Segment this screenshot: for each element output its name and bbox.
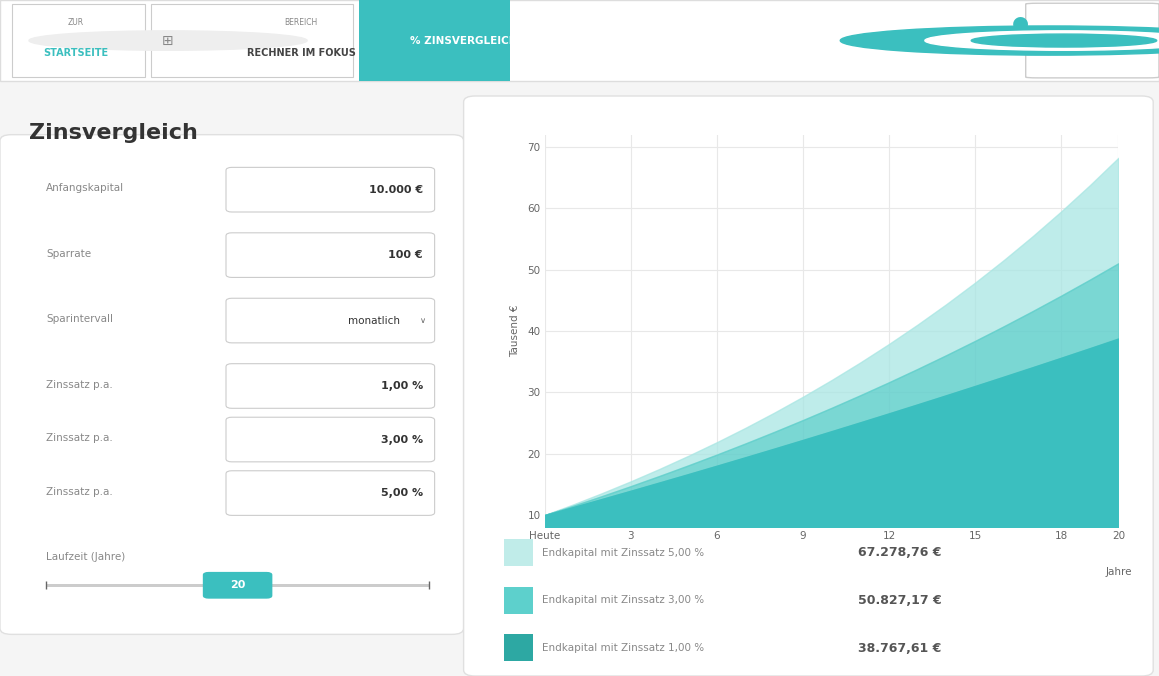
Text: ine: ine	[1120, 33, 1143, 48]
FancyBboxPatch shape	[226, 417, 435, 462]
Text: % ZINSVERGLEICH: % ZINSVERGLEICH	[410, 36, 517, 45]
FancyBboxPatch shape	[464, 96, 1153, 676]
Text: Endkapital mit Zinssatz 1,00 %: Endkapital mit Zinssatz 1,00 %	[542, 643, 705, 653]
Text: ⊞: ⊞	[162, 34, 174, 47]
Text: Laufzeit (Jahre): Laufzeit (Jahre)	[46, 552, 125, 562]
FancyBboxPatch shape	[226, 168, 435, 212]
Text: 38.767,61 €: 38.767,61 €	[858, 642, 941, 654]
Text: ine: ine	[1060, 32, 1088, 49]
Text: Endkapital mit Zinssatz 5,00 %: Endkapital mit Zinssatz 5,00 %	[542, 548, 705, 558]
FancyBboxPatch shape	[504, 634, 533, 661]
FancyBboxPatch shape	[226, 364, 435, 408]
Text: 100 €: 100 €	[388, 250, 423, 260]
FancyBboxPatch shape	[12, 4, 145, 77]
FancyBboxPatch shape	[226, 298, 435, 343]
Text: risk: risk	[1072, 33, 1100, 48]
Text: 20: 20	[229, 580, 246, 590]
Text: risk: risk	[1028, 32, 1060, 49]
Text: Endkapital mit Zinssatz 3,00 %: Endkapital mit Zinssatz 3,00 %	[542, 596, 705, 606]
Text: Zinssatz p.a.: Zinssatz p.a.	[46, 433, 114, 443]
Text: monatlich: monatlich	[348, 316, 400, 326]
FancyBboxPatch shape	[46, 584, 429, 587]
Text: BEREICH: BEREICH	[285, 18, 318, 27]
FancyBboxPatch shape	[504, 539, 533, 566]
Circle shape	[971, 34, 1157, 47]
FancyBboxPatch shape	[0, 135, 464, 634]
Circle shape	[29, 31, 307, 50]
Text: Sparintervall: Sparintervall	[46, 314, 114, 324]
Circle shape	[840, 26, 1159, 55]
Text: ●: ●	[1012, 14, 1028, 32]
Text: ∨: ∨	[420, 316, 427, 325]
Text: 1,00 %: 1,00 %	[381, 381, 423, 391]
Text: 3,00 %: 3,00 %	[381, 435, 423, 445]
FancyBboxPatch shape	[504, 587, 533, 614]
Text: 67.278,76 €: 67.278,76 €	[858, 546, 941, 559]
Text: ZUR: ZUR	[67, 18, 83, 27]
Text: 50.827,17 €: 50.827,17 €	[858, 594, 941, 607]
Text: Zinsvergleich: Zinsvergleich	[29, 123, 198, 143]
Text: Sparrate: Sparrate	[46, 249, 92, 259]
Text: Anfangskapital: Anfangskapital	[46, 183, 124, 193]
FancyBboxPatch shape	[226, 233, 435, 277]
X-axis label: Jahre: Jahre	[1106, 566, 1131, 577]
Text: RECHNER IM FOKUS: RECHNER IM FOKUS	[247, 48, 356, 57]
Text: Zinssatz p.a.: Zinssatz p.a.	[46, 487, 114, 497]
Text: STARTSEITE: STARTSEITE	[43, 48, 108, 57]
FancyBboxPatch shape	[226, 470, 435, 515]
FancyBboxPatch shape	[359, 0, 510, 81]
FancyBboxPatch shape	[151, 4, 353, 77]
Text: Zinssatz p.a.: Zinssatz p.a.	[46, 379, 114, 389]
Circle shape	[925, 31, 1159, 50]
FancyBboxPatch shape	[0, 0, 1159, 81]
Text: 10.000 €: 10.000 €	[369, 185, 423, 195]
FancyBboxPatch shape	[203, 572, 272, 599]
Y-axis label: Tausend €: Tausend €	[510, 305, 520, 357]
Text: 5,00 %: 5,00 %	[381, 488, 423, 498]
